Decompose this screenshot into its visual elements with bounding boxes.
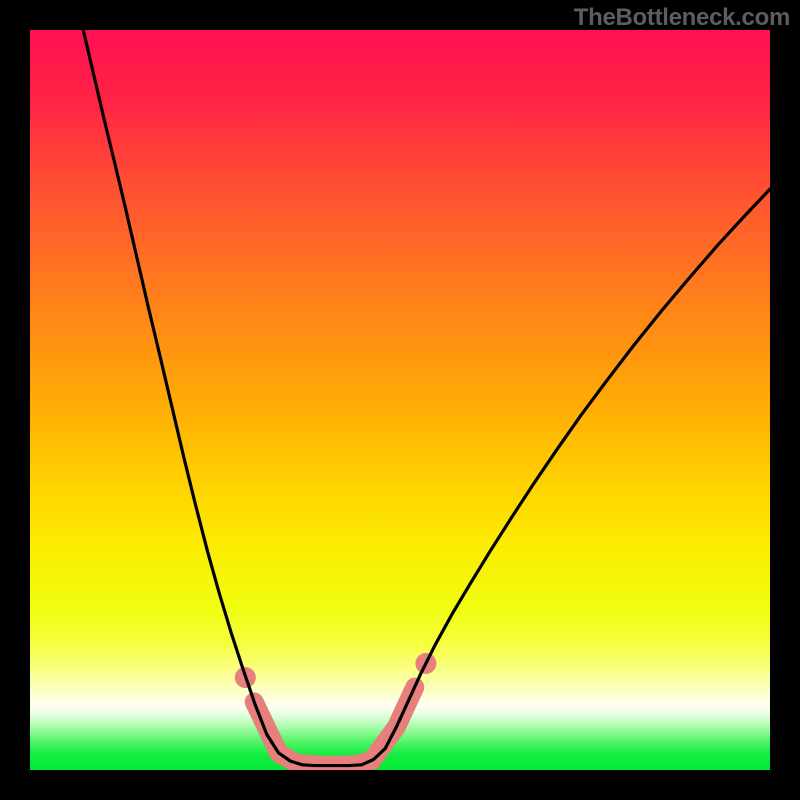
bottleneck-chart: TheBottleneck.com: [0, 0, 800, 800]
chart-canvas: [0, 0, 800, 800]
plot-area: [30, 30, 770, 770]
watermark-text: TheBottleneck.com: [574, 4, 790, 32]
